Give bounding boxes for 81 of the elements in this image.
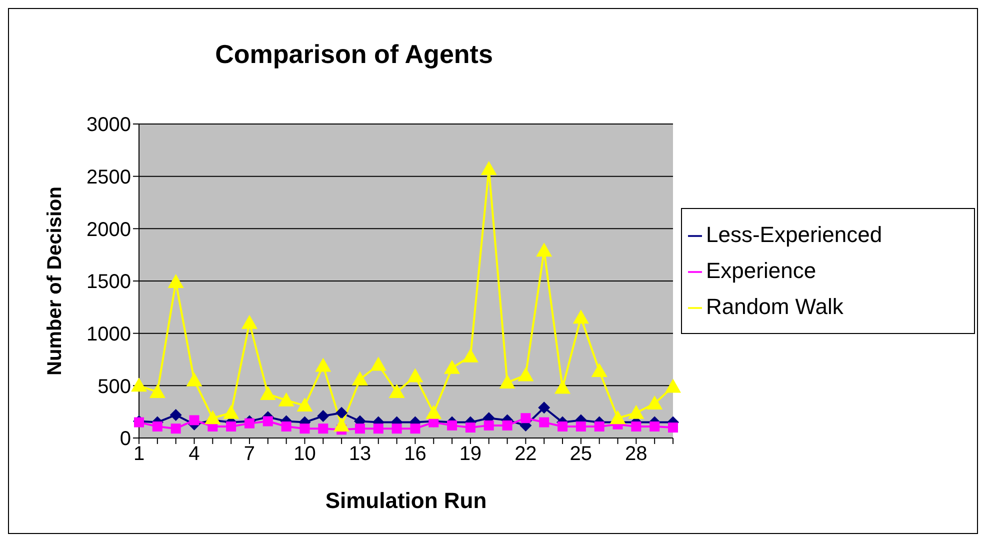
point	[462, 348, 478, 362]
point	[650, 421, 660, 432]
point	[334, 417, 350, 432]
legend-label: Less-Experienced	[706, 222, 882, 247]
x-tick-label: 1	[133, 443, 145, 466]
point	[170, 424, 181, 434]
point	[407, 368, 424, 382]
y-tick-label: 2000	[86, 218, 131, 241]
y-tick-label: 500	[98, 376, 131, 398]
point	[499, 374, 516, 389]
point	[260, 386, 276, 400]
x-tick-label: 10	[294, 443, 316, 466]
point	[518, 367, 534, 382]
point	[300, 424, 310, 434]
point	[278, 392, 294, 406]
point	[426, 404, 442, 419]
point	[223, 404, 240, 419]
point	[336, 406, 348, 419]
point	[447, 420, 458, 430]
point	[315, 358, 332, 372]
point	[538, 402, 550, 414]
point	[262, 416, 273, 426]
point	[317, 410, 330, 422]
y-tick-label: 3000	[86, 114, 131, 136]
point	[668, 422, 678, 433]
x-tick-label: 19	[459, 443, 482, 466]
point	[539, 417, 550, 428]
point	[558, 421, 568, 432]
point	[628, 404, 644, 419]
point	[410, 424, 420, 434]
point	[152, 421, 162, 432]
legend-label: Experience	[706, 258, 816, 283]
y-axis-title: Number of Decision	[44, 186, 66, 376]
chart-title: Comparison of Agents	[214, 39, 494, 70]
y-tick-label: 1500	[86, 271, 131, 294]
point	[631, 421, 642, 432]
y-tick-label: 0	[120, 428, 131, 450]
point	[572, 310, 589, 324]
point	[536, 242, 552, 257]
x-tick-label: 16	[404, 443, 426, 466]
point	[281, 421, 292, 432]
point	[170, 408, 182, 421]
point	[204, 410, 221, 424]
point	[484, 420, 494, 430]
point	[296, 398, 313, 412]
point	[444, 360, 460, 374]
y-tick-label: 2500	[86, 166, 131, 188]
point	[131, 378, 147, 392]
point	[594, 421, 604, 432]
point	[665, 378, 681, 393]
point	[373, 424, 384, 434]
point	[388, 384, 405, 398]
x-tick-label: 13	[348, 443, 372, 466]
point	[646, 395, 663, 410]
point	[149, 384, 166, 398]
x-tick-label: 25	[570, 443, 592, 466]
point	[465, 422, 476, 433]
point	[591, 363, 608, 378]
point	[226, 421, 236, 432]
point	[352, 371, 368, 386]
x-tick-label: 7	[244, 443, 256, 466]
point	[189, 415, 200, 426]
point	[168, 274, 184, 288]
x-tick-label: 28	[625, 443, 648, 466]
point	[554, 380, 571, 394]
legend-label: Random Walk	[706, 294, 844, 319]
point	[392, 424, 402, 434]
point	[186, 372, 202, 386]
x-tick-label: 22	[514, 443, 537, 466]
point	[318, 424, 328, 434]
x-axis-title: Simulation Run	[325, 488, 487, 513]
point	[241, 314, 258, 329]
point	[370, 356, 386, 371]
point	[354, 424, 365, 434]
point	[244, 418, 254, 428]
point	[520, 413, 531, 424]
point	[502, 420, 512, 430]
x-tick-label: 4	[188, 443, 200, 466]
point	[610, 410, 626, 424]
point	[576, 421, 586, 432]
y-tick-label: 1000	[86, 323, 131, 346]
